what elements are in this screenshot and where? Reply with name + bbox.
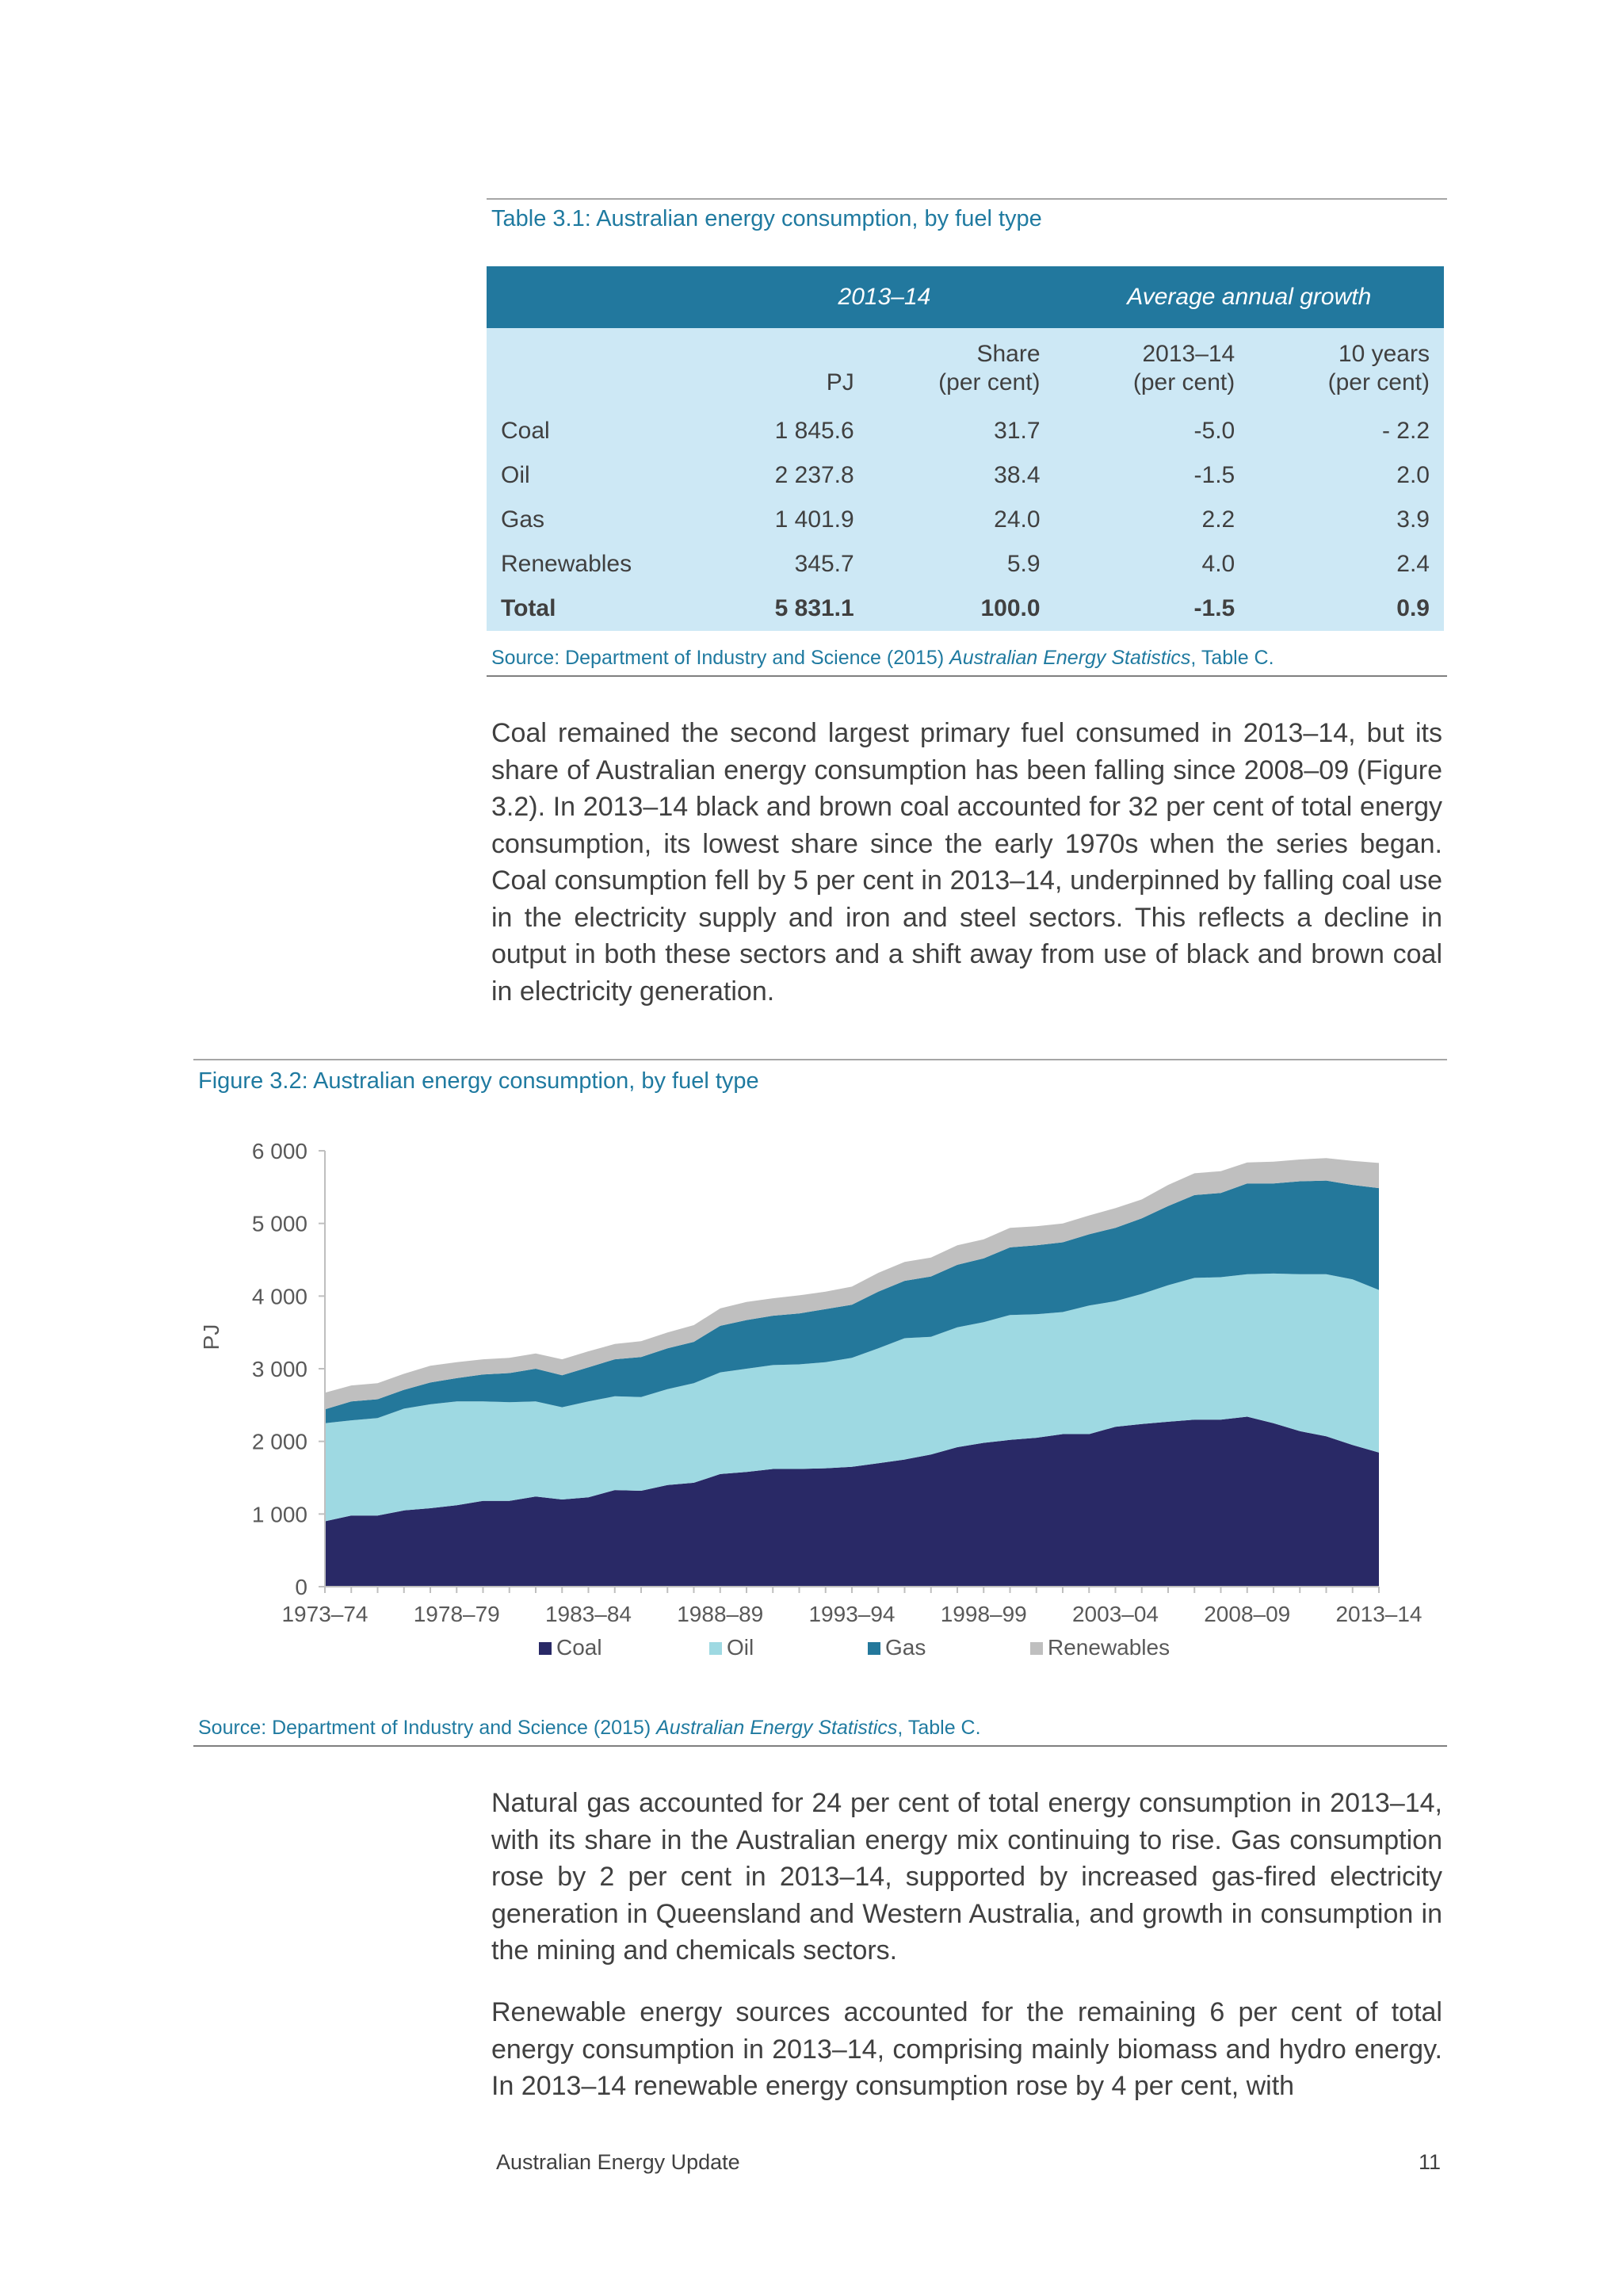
footer-title: Australian Energy Update [496,2150,740,2174]
legend-swatch-gas [868,1642,880,1655]
body-paragraph-1: Coal remained the second largest primary… [491,718,1442,1007]
area-gas [325,1180,1379,1423]
y-tick-labels: 0 1 000 2 000 3 000 4 000 5 000 6 000 [252,1139,325,1599]
table-cell-share: 24.0 [868,498,1055,542]
table-group-header-row: 2013–14 Average annual growth [487,266,1444,328]
legend-label-coal: Coal [556,1635,602,1660]
x-tick-label: 2003–04 [1072,1602,1159,1626]
table-source: Source: Department of Industry and Scien… [491,647,1274,669]
y-tick-label: 2 000 [252,1430,307,1454]
area-renewables [325,1158,1379,1410]
table-cell-growth-10y: - 2.2 [1249,409,1444,453]
figure-top-rule [193,1059,1447,1060]
table-row: Gas 1 401.9 24.0 2.2 3.9 [487,498,1444,542]
table-cell-pj: 5 831.1 [714,586,869,631]
table-cell-fuel: Oil [487,453,715,498]
table-cell-growth-10y: 0.9 [1249,586,1444,631]
x-tick-label: 1973–74 [281,1602,368,1626]
table-cell-pj: 345.7 [714,542,869,586]
table-cell-share: 38.4 [868,453,1055,498]
table-col-header-share: Share (per cent) [868,328,1055,409]
table-cell-growth-10y: 2.4 [1249,542,1444,586]
table-cell-growth-10y: 3.9 [1249,498,1444,542]
y-axis-label: PJ [199,1324,223,1350]
table-cell-fuel: Total [487,586,715,631]
legend-swatch-renewables [1030,1642,1043,1655]
chart-areas [325,1158,1379,1587]
y-tick-label: 0 [295,1575,307,1599]
table-group-header-2013-14: 2013–14 [714,266,1055,328]
y-tick-label: 5 000 [252,1212,307,1236]
x-tick-label: 1993–94 [808,1602,895,1626]
figure-bottom-rule [193,1745,1447,1747]
table-cell-fuel: Renewables [487,542,715,586]
x-tick-label: 1988–89 [677,1602,763,1626]
x-tick-label: 2008–09 [1204,1602,1290,1626]
x-tick-label: 1998–99 [941,1602,1027,1626]
table-cell-pj: 1 845.6 [714,409,869,453]
table-cell-fuel: Coal [487,409,715,453]
legend-swatch-oil [709,1642,722,1655]
table-cell-pj: 2 237.8 [714,453,869,498]
table-cell-fuel: Gas [487,498,715,542]
legend-label-gas: Gas [885,1635,926,1660]
table-cell-growth-1y: 4.0 [1054,542,1250,586]
table-row: Oil 2 237.8 38.4 -1.5 2.0 [487,453,1444,498]
x-tick-labels: 1973–74 1978–79 1983–84 1988–89 1993–94 1998–… [281,1587,1423,1626]
table-cell-growth-1y: 2.2 [1054,498,1250,542]
y-tick-label: 6 000 [252,1139,307,1163]
table-row: Renewables 345.7 5.9 4.0 2.4 [487,542,1444,586]
y-tick-label: 3 000 [252,1357,307,1381]
area-coal [325,1416,1379,1587]
table-row: Coal 1 845.6 31.7 -5.0 - 2.2 [487,409,1444,453]
table-cell-share: 31.7 [868,409,1055,453]
table-col-header-pj: PJ [714,328,869,409]
table-cell-growth-1y: -1.5 [1054,453,1250,498]
y-tick-label: 4 000 [252,1284,307,1308]
table-group-header-growth: Average annual growth [1054,266,1444,328]
table-cell-share: 5.9 [868,542,1055,586]
table-column-header-row: PJ Share (per cent) 2013–14 (per cent) 10 … [487,328,1444,409]
body-paragraph-2: Natural gas accounted for 24 per cent of… [491,1788,1442,1966]
figure-caption: Figure 3.2: Australian energy consumptio… [198,1068,759,1094]
x-tick-label: 1983–84 [545,1602,632,1626]
legend-label-oil: Oil [727,1635,754,1660]
table-row-total: Total 5 831.1 100.0 -1.5 0.9 [487,586,1444,631]
table-header-blank [487,266,715,328]
table-col-header-growth-1y: 2013–14 (per cent) [1054,328,1250,409]
table-col-header-fuel [487,328,715,409]
legend-swatch-coal [539,1642,552,1655]
table-col-header-growth-10y: 10 years (per cent) [1249,328,1444,409]
y-tick-label: 1 000 [252,1502,307,1526]
table-caption: Table 3.1: Australian energy consumption… [491,206,1042,231]
chart-legend: Coal Oil Gas Renewables [539,1635,1170,1660]
table-cell-growth-1y: -5.0 [1054,409,1250,453]
table-cell-pj: 1 401.9 [714,498,869,542]
table-cell-growth-10y: 2.0 [1249,453,1444,498]
table-cell-growth-1y: -1.5 [1054,586,1250,631]
table-top-rule [487,198,1447,200]
table-bottom-rule [487,675,1447,677]
energy-consumption-table: 2013–14 Average annual growth PJ Share (p… [487,266,1444,631]
table-cell-share: 100.0 [868,586,1055,631]
area-oil [325,1273,1379,1522]
page-number: 11 [1418,2150,1441,2174]
x-tick-label: 1978–79 [414,1602,500,1626]
x-tick-label: 2013–14 [1335,1602,1422,1626]
body-paragraph-3: Renewable energy sources accounted for t… [491,1997,1442,2101]
legend-label-renewables: Renewables [1048,1635,1170,1660]
figure-source: Source: Department of Industry and Scien… [198,1717,981,1739]
